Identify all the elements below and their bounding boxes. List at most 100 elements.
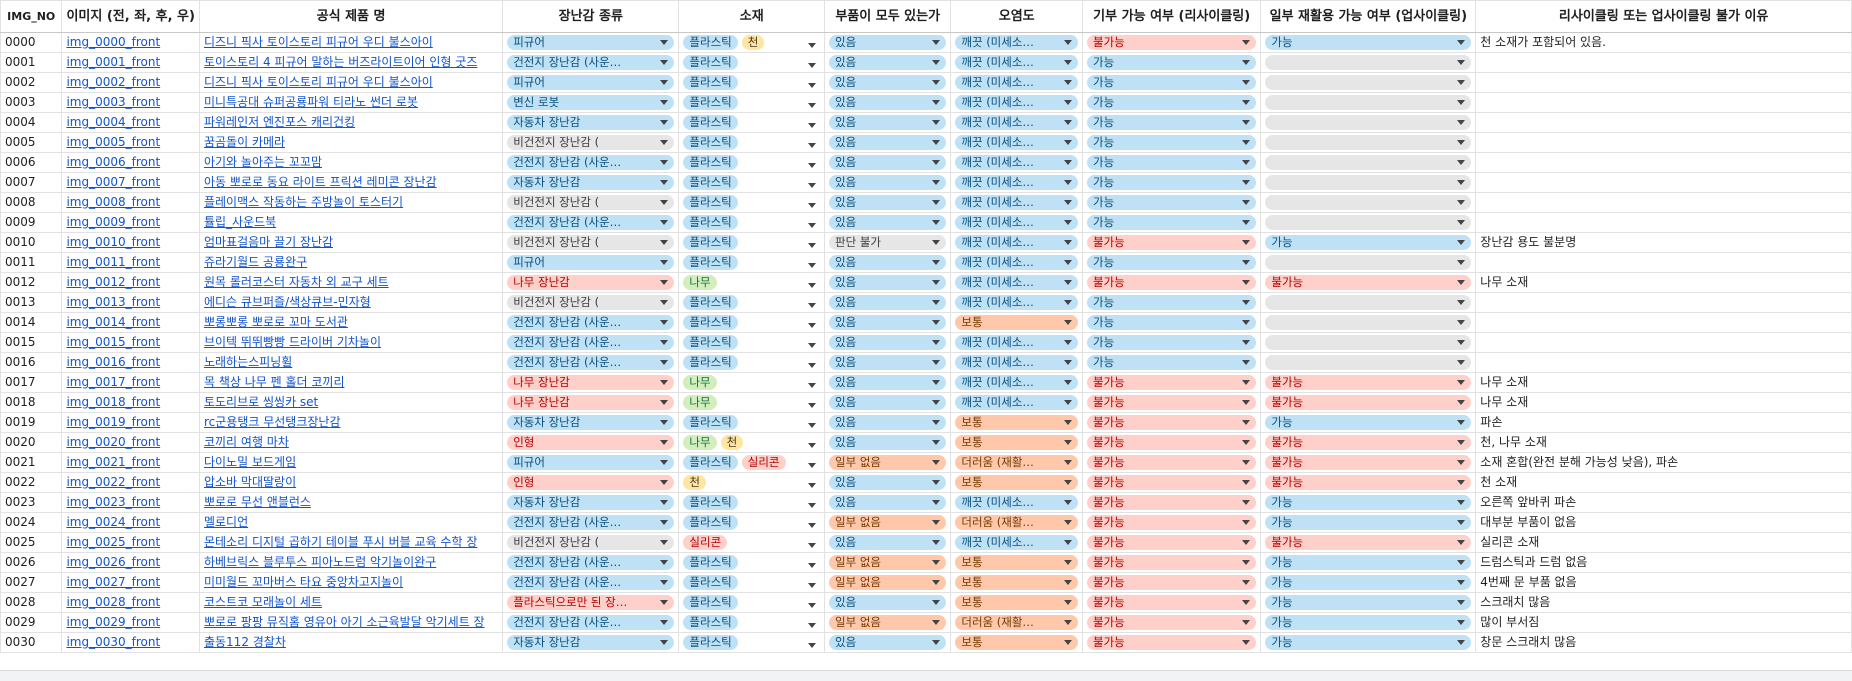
cell-reuse[interactable]: 가능: [1260, 412, 1477, 433]
cell-image[interactable]: img_0015_front: [61, 332, 200, 353]
toy-type-dropdown[interactable]: 건전지 장난감 (사운…: [507, 575, 675, 590]
dirt-dropdown[interactable]: 더러움 (재활…: [955, 615, 1078, 630]
product-link[interactable]: 미미월드 꼬마버스 타요 중앙차고지놀이: [203, 575, 404, 589]
cell-donate[interactable]: 가능: [1081, 172, 1262, 193]
header-img-no[interactable]: IMG_NO: [0, 0, 63, 33]
cell-dirt[interactable]: 깨끗 (미세소…: [950, 32, 1083, 53]
cell-img-no[interactable]: 0004: [0, 112, 63, 133]
cell-donate[interactable]: 가능: [1081, 292, 1262, 313]
cell-toy-type[interactable]: 건전지 장난감 (사운…: [502, 212, 680, 233]
cell-product-name[interactable]: 에디슨 큐브퍼즐/색상큐브-민자형: [198, 292, 504, 313]
cell-toy-type[interactable]: 건전지 장난감 (사운…: [502, 332, 680, 353]
product-link[interactable]: 꿈곰돌이 카메라: [203, 135, 286, 149]
cell-product-name[interactable]: 튤립_사운드북: [198, 212, 504, 233]
parts-dropdown[interactable]: 있음: [829, 35, 947, 50]
cell-toy-type[interactable]: 건전지 장난감 (사운…: [502, 572, 680, 593]
product-link[interactable]: 엄마표걸음마 끌기 장난감: [203, 235, 334, 249]
parts-dropdown[interactable]: 있음: [829, 415, 947, 430]
product-link[interactable]: 토도리브로 씽씽카 set: [203, 395, 319, 409]
dirt-dropdown[interactable]: 보통: [955, 435, 1078, 450]
cell-dirt[interactable]: 깨끗 (미세소…: [950, 372, 1083, 393]
cell-dirt[interactable]: 깨끗 (미세소…: [950, 132, 1083, 153]
image-link[interactable]: img_0029_front: [66, 615, 161, 629]
reuse-dropdown[interactable]: 가능: [1265, 595, 1472, 610]
cell-reason[interactable]: 장난감 용도 불분명: [1475, 232, 1852, 253]
donate-dropdown[interactable]: 가능: [1087, 55, 1257, 70]
cell-image[interactable]: img_0021_front: [61, 452, 200, 473]
cell-toy-type[interactable]: 비건전지 장난감 (: [502, 192, 680, 213]
horizontal-scrollbar[interactable]: [0, 670, 1852, 681]
header-parts[interactable]: 부품이 모두 있는가: [824, 0, 952, 33]
cell-dirt[interactable]: 깨끗 (미세소…: [950, 532, 1083, 553]
parts-dropdown[interactable]: 있음: [829, 115, 947, 130]
cell-parts[interactable]: 있음: [824, 152, 952, 173]
cell-parts[interactable]: 있음: [824, 212, 952, 233]
cell-donate[interactable]: 불가능: [1081, 572, 1262, 593]
cell-donate[interactable]: 불가능: [1081, 392, 1262, 413]
material-multiselect[interactable]: 플라스틱: [683, 495, 820, 510]
cell-image[interactable]: img_0019_front: [61, 412, 200, 433]
product-link[interactable]: 아기와 놀아주는 꼬꼬맘: [203, 155, 322, 169]
cell-product-name[interactable]: 엄마표걸음마 끌기 장난감: [198, 232, 504, 253]
cell-parts[interactable]: 있음: [824, 32, 952, 53]
parts-dropdown[interactable]: 있음: [829, 495, 947, 510]
cell-img-no[interactable]: 0011: [0, 252, 63, 273]
cell-dirt[interactable]: 보통: [950, 592, 1083, 613]
donate-dropdown[interactable]: 불가능: [1087, 375, 1257, 390]
image-link[interactable]: img_0007_front: [66, 175, 161, 189]
cell-material[interactable]: 나무 천: [678, 432, 826, 453]
image-link[interactable]: img_0003_front: [66, 95, 161, 109]
toy-type-dropdown[interactable]: 건전지 장난감 (사운…: [507, 215, 675, 230]
cell-material[interactable]: 플라스틱: [678, 172, 826, 193]
cell-reuse[interactable]: 가능: [1260, 512, 1477, 533]
dirt-dropdown[interactable]: 보통: [955, 595, 1078, 610]
cell-donate[interactable]: 불가능: [1081, 432, 1262, 453]
material-multiselect[interactable]: 플라스틱: [683, 355, 820, 370]
cell-img-no[interactable]: 0001: [0, 52, 63, 73]
cell-product-name[interactable]: 디즈니 픽사 토이스토리 피규어 우디 불스아이: [198, 32, 504, 53]
cell-reuse[interactable]: [1260, 112, 1477, 133]
cell-parts[interactable]: 있음: [824, 432, 952, 453]
cell-parts[interactable]: 있음: [824, 592, 952, 613]
cell-img-no[interactable]: 0019: [0, 412, 63, 433]
cell-parts[interactable]: 있음: [824, 72, 952, 93]
cell-product-name[interactable]: 뽀로로 무선 앤블런스: [198, 492, 504, 513]
cell-donate[interactable]: 불가능: [1081, 492, 1262, 513]
cell-reuse[interactable]: 불가능: [1260, 272, 1477, 293]
cell-reason[interactable]: 천 소재: [1475, 472, 1852, 493]
material-multiselect[interactable]: 플라스틱: [683, 75, 820, 90]
donate-dropdown[interactable]: 불가능: [1087, 615, 1257, 630]
cell-material[interactable]: 플라스틱: [678, 52, 826, 73]
material-multiselect[interactable]: 플라스틱: [683, 595, 820, 610]
image-link[interactable]: img_0001_front: [66, 55, 161, 69]
cell-reason[interactable]: 나무 소재: [1475, 392, 1852, 413]
cell-donate[interactable]: 가능: [1081, 132, 1262, 153]
product-link[interactable]: 에디슨 큐브퍼즐/색상큐브-민자형: [203, 295, 371, 309]
cell-image[interactable]: img_0010_front: [61, 232, 200, 253]
cell-material[interactable]: 플라스틱: [678, 252, 826, 273]
cell-img-no[interactable]: 0018: [0, 392, 63, 413]
image-link[interactable]: img_0024_front: [66, 515, 161, 529]
material-multiselect[interactable]: 플라스틱: [683, 555, 820, 570]
donate-dropdown[interactable]: 불가능: [1087, 595, 1257, 610]
parts-dropdown[interactable]: 있음: [829, 355, 947, 370]
cell-image[interactable]: img_0004_front: [61, 112, 200, 133]
material-multiselect[interactable]: 천: [683, 475, 820, 490]
cell-reason[interactable]: [1475, 72, 1852, 93]
cell-donate[interactable]: 불가능: [1081, 272, 1262, 293]
cell-parts[interactable]: 있음: [824, 632, 952, 653]
product-link[interactable]: 브이텍 뛰뛰빵빵 드라이버 기차놀이: [203, 335, 382, 349]
image-link[interactable]: img_0018_front: [66, 395, 161, 409]
cell-parts[interactable]: 있음: [824, 272, 952, 293]
cell-parts[interactable]: 일부 없음: [824, 572, 952, 593]
image-link[interactable]: img_0025_front: [66, 535, 161, 549]
cell-donate[interactable]: 불가능: [1081, 32, 1262, 53]
toy-type-dropdown[interactable]: 건전지 장난감 (사운…: [507, 515, 675, 530]
product-link[interactable]: 코끼리 여행 마차: [203, 435, 289, 449]
cell-donate[interactable]: 불가능: [1081, 452, 1262, 473]
reuse-dropdown[interactable]: [1265, 95, 1472, 110]
cell-reason[interactable]: [1475, 112, 1852, 133]
cell-dirt[interactable]: 깨끗 (미세소…: [950, 112, 1083, 133]
reuse-dropdown[interactable]: 가능: [1265, 35, 1472, 50]
reuse-dropdown[interactable]: [1265, 55, 1472, 70]
